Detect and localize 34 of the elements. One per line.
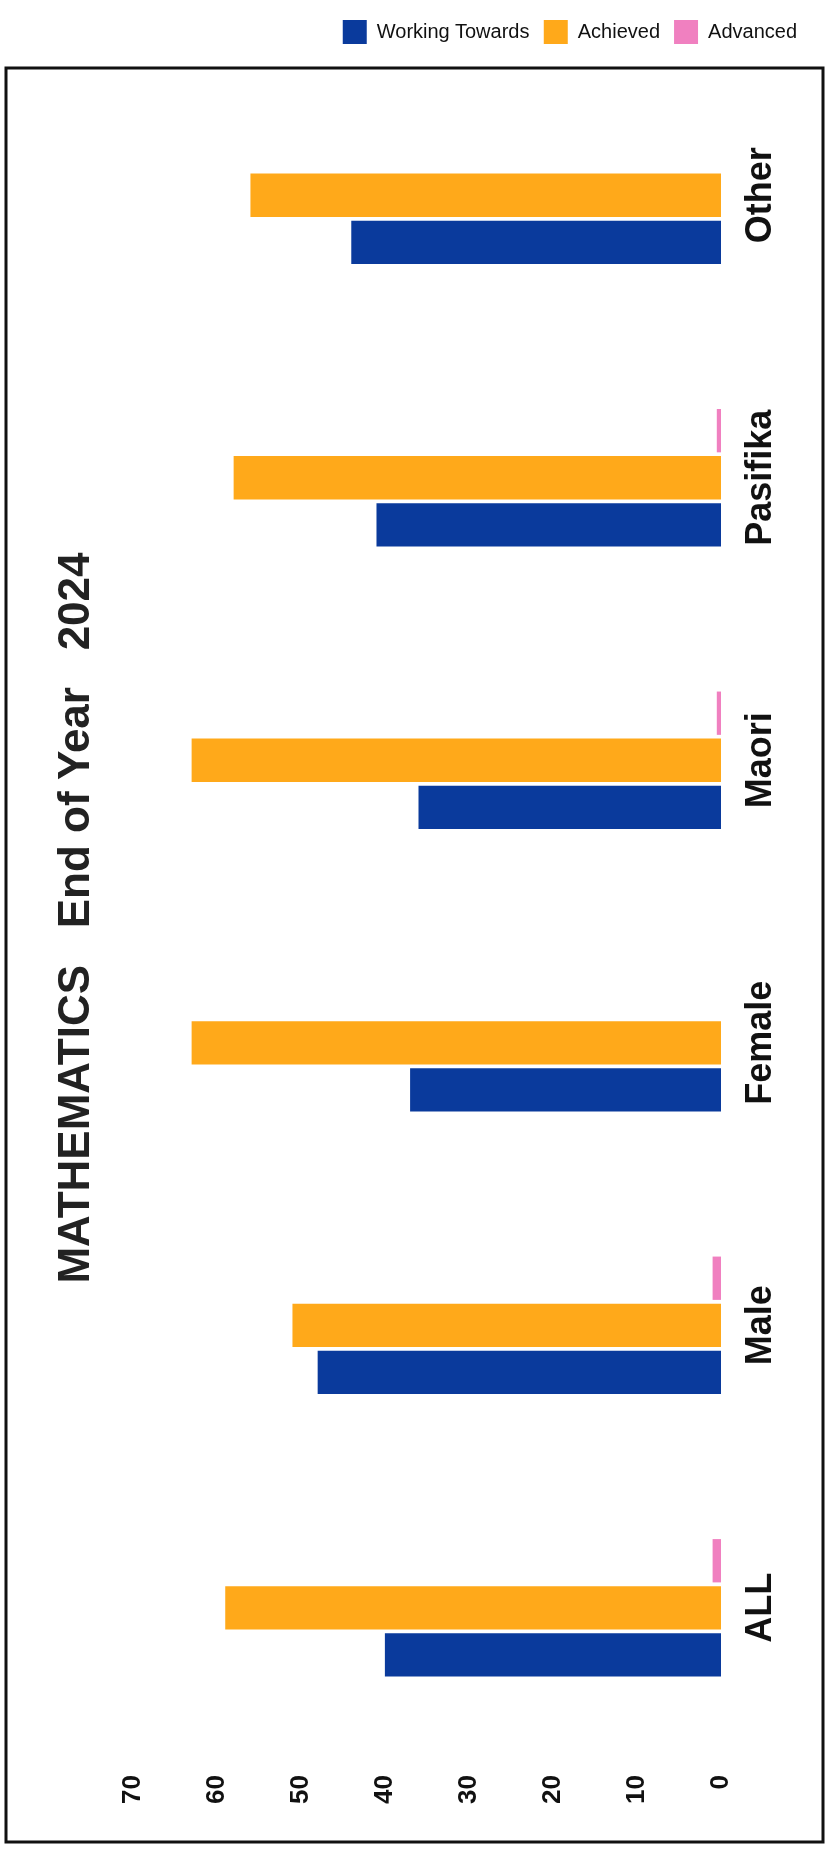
bar	[225, 1586, 721, 1630]
bar	[292, 1303, 721, 1347]
x-tick-label: 40	[368, 1775, 399, 1804]
legend-label: Working Towards	[376, 19, 530, 42]
bar	[317, 1350, 721, 1395]
bar	[410, 1068, 721, 1112]
x-tick-label: 10	[620, 1775, 651, 1804]
x-tick-label: 30	[452, 1775, 483, 1804]
x-tick-label: 50	[284, 1775, 315, 1804]
y-tick-label: Female	[737, 980, 779, 1105]
bar	[376, 503, 721, 547]
bar	[191, 1021, 721, 1065]
y-tick-label: Maori	[737, 712, 779, 809]
bar	[191, 738, 721, 782]
y-tick-label: Other	[737, 147, 779, 244]
x-tick-label: 60	[200, 1775, 230, 1804]
y-tick-label: Male	[737, 1285, 779, 1366]
y-tick-label: ALL	[737, 1572, 779, 1643]
text: MATHEMATICS End of Year 2024	[48, 551, 98, 1284]
x-tick-label: 20	[536, 1775, 567, 1804]
legend-label: Achieved	[577, 19, 661, 42]
bar	[716, 409, 721, 453]
legend-label: Advanced	[708, 19, 798, 42]
x-tick-label: 70	[115, 1775, 146, 1804]
y-tick-label: Pasifika	[737, 408, 779, 546]
bar	[351, 220, 721, 264]
bar	[250, 173, 721, 217]
bar	[384, 1633, 721, 1677]
bar	[418, 785, 721, 830]
bar	[233, 456, 721, 500]
bar	[712, 1256, 721, 1300]
bar	[712, 1539, 721, 1583]
bar	[716, 691, 721, 735]
x-tick-label: 0	[704, 1775, 735, 1790]
